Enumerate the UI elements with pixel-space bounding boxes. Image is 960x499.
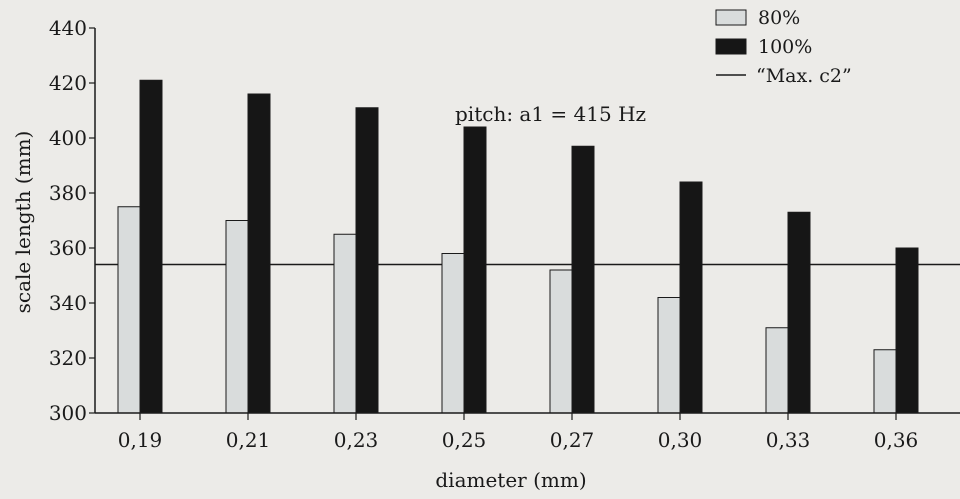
x-tick-label-2: 0,23 <box>334 428 379 452</box>
y-tick-label-400: 400 <box>49 126 87 150</box>
y-tick-label-320: 320 <box>49 346 87 370</box>
x-tick-label-7: 0,36 <box>874 428 919 452</box>
bar-100-7 <box>895 247 919 414</box>
y-tick-label-420: 420 <box>49 71 87 95</box>
bar-100-1 <box>247 93 271 414</box>
y-tick-label-440: 440 <box>49 16 87 40</box>
bar-80-3 <box>441 253 465 414</box>
x-tick-label-5: 0,30 <box>658 428 703 452</box>
x-tick-label-1: 0,21 <box>226 428 271 452</box>
bar-80-0 <box>117 206 141 414</box>
x-tick-label-3: 0,25 <box>442 428 487 452</box>
x-tick-label-4: 0,27 <box>550 428 595 452</box>
bar-80-1 <box>225 220 249 414</box>
pitch-annotation: pitch: a1 = 415 Hz <box>455 102 646 126</box>
y-axis-label: scale length (mm) <box>11 131 35 314</box>
bar-80-4 <box>549 269 573 414</box>
legend: 80% 100% “Max. c2” <box>715 7 852 87</box>
bar-100-2 <box>355 107 379 414</box>
y-tick-label-360: 360 <box>49 236 87 260</box>
bar-80-6 <box>765 327 789 414</box>
bar-80-5 <box>657 297 681 414</box>
bar-100-4 <box>571 145 595 414</box>
bar-80-2 <box>333 233 357 414</box>
legend-label-max-c2: “Max. c2” <box>756 65 852 87</box>
bar-100-6 <box>787 211 811 414</box>
bar-100-3 <box>463 126 487 414</box>
y-tick-label-300: 300 <box>49 401 87 425</box>
x-tick-label-0: 0,19 <box>118 428 163 452</box>
legend-label-80: 80% <box>758 7 800 29</box>
legend-swatch-80 <box>715 9 747 26</box>
bar-100-0 <box>139 79 163 414</box>
bar-80-7 <box>873 349 897 414</box>
legend-label-100: 100% <box>758 36 812 58</box>
x-tick-label-6: 0,33 <box>766 428 811 452</box>
x-axis-label: diameter (mm) <box>435 468 586 492</box>
legend-swatch-100 <box>715 38 747 55</box>
y-tick-label-340: 340 <box>49 291 87 315</box>
bar-100-5 <box>679 181 703 414</box>
y-tick-label-380: 380 <box>49 181 87 205</box>
